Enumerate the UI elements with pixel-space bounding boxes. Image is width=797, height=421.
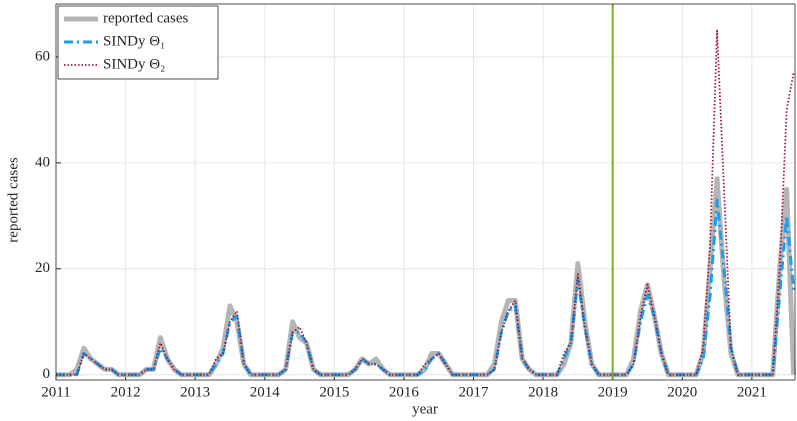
x-tick-label: 2017 — [459, 384, 490, 400]
y-tick-label: 40 — [35, 154, 50, 170]
series-line — [56, 198, 796, 377]
x-axis-label: year — [412, 401, 438, 417]
x-tick-label: 2011 — [41, 384, 70, 400]
y-tick-label: 60 — [35, 48, 50, 64]
y-axis-label: reported cases — [5, 157, 21, 243]
x-tick-label: 2015 — [319, 384, 349, 400]
legend-label: reported cases — [103, 10, 189, 26]
y-tick-label: 20 — [35, 260, 50, 276]
legend-label: SINDy Θ₁ — [103, 33, 165, 49]
x-tick-label: 2021 — [737, 384, 767, 400]
x-tick-label: 2014 — [250, 384, 281, 400]
x-tick-label: 2018 — [528, 384, 558, 400]
x-tick-label: 2012 — [111, 384, 141, 400]
y-tick-label: 0 — [43, 366, 51, 382]
x-tick-label: 2013 — [180, 384, 210, 400]
x-tick-label: 2020 — [667, 384, 697, 400]
axes-box — [55, 3, 796, 381]
legend-label: SINDy Θ₂ — [103, 56, 165, 72]
x-tick-label: 2016 — [389, 384, 420, 400]
x-tick-label: 2019 — [598, 384, 628, 400]
